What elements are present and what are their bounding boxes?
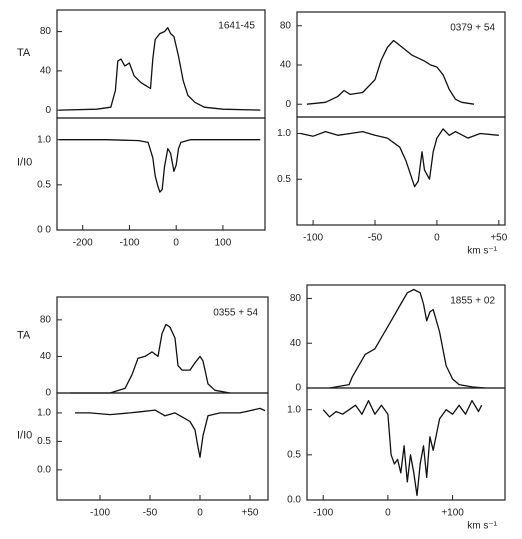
x-tick-label: 0 <box>434 233 440 244</box>
spectrum-line <box>75 407 266 458</box>
y-tick-label: 80 <box>40 314 52 325</box>
y-tick-label: 0.5 <box>277 174 291 185</box>
x-tick-label: -100 <box>313 508 333 519</box>
y-tick-label: 0 <box>285 99 291 110</box>
spectrum-line <box>300 128 499 188</box>
x-tick-label: -100 <box>119 238 139 249</box>
spectrum-line <box>70 323 231 394</box>
spectrum-line <box>322 399 483 497</box>
frame <box>56 392 269 501</box>
frame <box>296 116 506 226</box>
x-tick-label: -100 <box>303 233 323 244</box>
y-tick-label: 80 <box>40 26 52 37</box>
panel-label: 0355 + 54 <box>213 308 258 319</box>
y-tick-label: 1.0 <box>287 404 301 415</box>
y-tick-label: 0 <box>295 383 301 394</box>
y-tick-label: 80 <box>280 20 292 31</box>
panel-label: 1855 + 02 <box>450 296 495 307</box>
panel-label: 1641-45 <box>218 21 255 32</box>
x-tick-label: -50 <box>143 508 158 519</box>
x-tick-label: 0 <box>385 508 391 519</box>
y-tick-label: 1.0 <box>277 128 291 139</box>
y-tick-label: 0.5 <box>37 179 51 190</box>
x-tick-label: +100 <box>441 508 464 519</box>
spectrum-line <box>306 39 475 105</box>
y-axis-label: TA <box>17 47 31 59</box>
y-tick-label: 0 <box>45 105 51 116</box>
x-tick-label: -100 <box>90 508 110 519</box>
x-tick-label: +50 <box>242 508 259 519</box>
y-axis-label: I/I0 <box>17 157 32 169</box>
x-tick-label: 100 <box>215 238 232 249</box>
y-tick-label: 1.0 <box>37 134 51 145</box>
y-tick-label: 0.5 <box>37 436 51 447</box>
y-tick-label: 0.0 <box>37 464 51 475</box>
x-tick-label: -200 <box>73 238 93 249</box>
spectrum-line <box>59 139 261 193</box>
y-tick-label: 0.0 <box>287 495 301 506</box>
panel-label: 0379 + 54 <box>450 23 495 34</box>
spectrum-line <box>329 288 485 389</box>
y-tick-label: 0 <box>45 388 51 399</box>
y-axis-label: I/I0 <box>17 430 32 442</box>
y-tick-label: 1.0 <box>37 408 51 419</box>
x-axis-label: km s⁻¹ <box>467 521 497 532</box>
y-tick-label: 0 0 <box>37 225 51 236</box>
x-tick-label: 0 <box>197 508 203 519</box>
y-axis-label: TA <box>17 329 31 341</box>
y-tick-label: 40 <box>40 66 52 77</box>
x-tick-label: 0 <box>173 238 179 249</box>
y-tick-label: 40 <box>40 351 52 362</box>
frame <box>56 117 266 231</box>
x-axis-label: km s⁻¹ <box>467 246 497 257</box>
frame <box>306 387 506 501</box>
y-tick-label: 40 <box>290 338 302 349</box>
y-tick-label: 80 <box>290 293 302 304</box>
x-tick-label: +50 <box>490 233 507 244</box>
spectrum-line <box>59 27 261 111</box>
y-tick-label: 0.5 <box>287 449 301 460</box>
x-tick-label: -50 <box>368 233 383 244</box>
y-tick-label: 40 <box>280 60 292 71</box>
